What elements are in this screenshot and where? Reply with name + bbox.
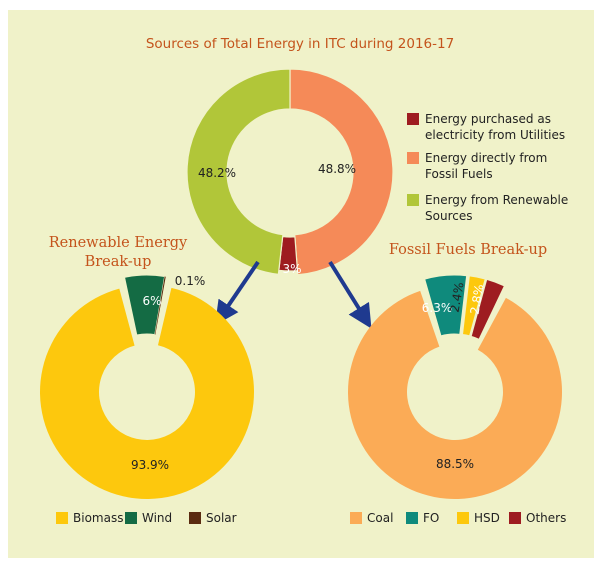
total-energy-donut: 48.8% 3% 48.2%: [186, 68, 394, 276]
renewable-donut: 93.9% 6% 0.1%: [39, 274, 254, 500]
legend-text-fo: FO: [423, 511, 439, 525]
slice-energy-from-renewable-sources: [186, 68, 291, 276]
arrow-to-fossil: [328, 260, 372, 329]
legend-text-coal: Coal: [367, 511, 393, 525]
total-energy-title: Sources of Total Energy in ITC during 20…: [146, 36, 454, 52]
legend-swatch-others: [509, 512, 521, 524]
legend-text-energy-directly-from-fossil-fuels: Fossil Fuels: [425, 167, 493, 181]
legend-swatch-energy-directly-from-fossil-fuels: [407, 152, 419, 164]
renewable-title-line2: Break-up: [85, 254, 152, 270]
label-solar: 0.1%: [175, 274, 206, 288]
legend-swatch-energy-from-renewable-sources: [407, 194, 419, 206]
fossil-title: Fossil Fuels Break-up: [389, 242, 547, 258]
legend-text-energy-purchased-as-electricity-from-utilities: electricity from Utilities: [425, 128, 565, 142]
slice-fo: [424, 274, 468, 337]
legend-swatch-energy-purchased-as-electricity-from-utilities: [407, 113, 419, 125]
legend-swatch-hsd: [457, 512, 469, 524]
legend-swatch-solar: [189, 512, 201, 524]
label-biomass: 93.9%: [131, 458, 169, 472]
arrow-to-renewable: [215, 260, 260, 326]
label-hsd: 2.4%: [448, 281, 467, 313]
slice-hsd: [461, 275, 486, 337]
legend-text-solar: Solar: [206, 511, 237, 525]
total-energy-legend: Energy purchased as electricity from Util…: [407, 112, 568, 223]
label-coal: 88.5%: [436, 457, 474, 471]
fossil-legend: Coal FO HSD Others: [350, 511, 566, 525]
label-energy-from-renewable-sources: 48.2%: [198, 166, 236, 180]
legend-swatch-biomass: [56, 512, 68, 524]
legend-text-energy-from-renewable-sources: Energy from Renewable: [425, 193, 568, 207]
legend-text-biomass: Biomass: [73, 511, 123, 525]
slice-wind: [123, 274, 166, 336]
label-wind: 6%: [142, 294, 161, 308]
legend-swatch-coal: [350, 512, 362, 524]
legend-text-energy-purchased-as-electricity-from-utilities: Energy purchased as: [425, 112, 551, 126]
fossil-donut: 88.5% 6.3%2.4% 2.8%: [348, 274, 563, 499]
slice-others: [470, 278, 506, 340]
legend-swatch-fo: [406, 512, 418, 524]
legend-text-energy-from-renewable-sources: Sources: [425, 209, 472, 223]
legend-text-hsd: HSD: [474, 511, 500, 525]
slice-coal: [348, 290, 563, 499]
label-fo: 6.3%: [422, 301, 453, 315]
slice-energy-directly-from-fossil-fuels: [289, 68, 394, 276]
label-energy-purchased-as-electricity-from-utilities: 3%: [282, 262, 301, 276]
label-others: 2.8%: [468, 283, 487, 315]
renewable-legend: Biomass Wind Solar: [56, 511, 237, 525]
slice-biomass: [39, 287, 254, 500]
slice-solar: [154, 276, 166, 335]
legend-text-energy-directly-from-fossil-fuels: Energy directly from: [425, 151, 547, 165]
label-energy-directly-from-fossil-fuels: 48.8%: [318, 162, 356, 176]
legend-text-wind: Wind: [142, 511, 172, 525]
renewable-title-line1: Renewable Energy: [49, 235, 188, 251]
legend-swatch-wind: [125, 512, 137, 524]
legend-text-others: Others: [526, 511, 566, 525]
